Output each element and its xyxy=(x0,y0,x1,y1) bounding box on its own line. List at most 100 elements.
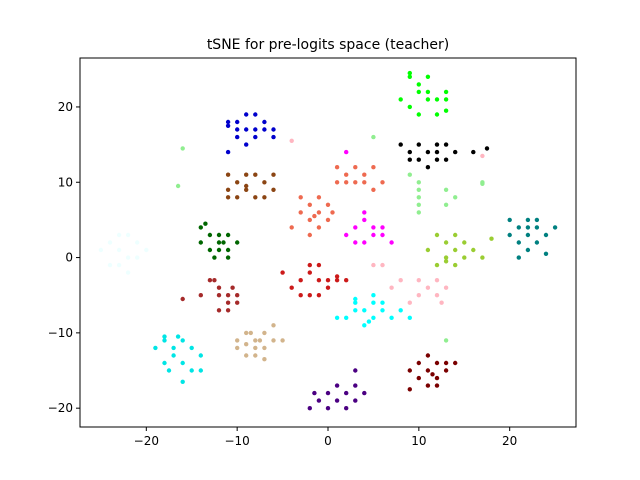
data-point xyxy=(407,104,412,110)
data-point xyxy=(198,225,203,230)
data-point xyxy=(175,183,181,189)
data-point xyxy=(416,142,421,147)
data-point xyxy=(298,293,303,298)
data-point xyxy=(371,300,376,305)
data-point xyxy=(380,308,385,313)
data-point xyxy=(189,345,194,351)
data-point xyxy=(171,345,176,351)
data-point xyxy=(344,278,349,283)
data-point xyxy=(362,217,367,223)
data-point xyxy=(334,278,340,283)
data-point xyxy=(362,210,367,215)
data-point xyxy=(180,146,185,151)
data-point xyxy=(443,368,449,373)
data-point xyxy=(244,187,249,192)
data-point xyxy=(398,278,403,283)
data-point xyxy=(216,240,222,245)
data-point xyxy=(244,142,249,147)
data-point xyxy=(443,97,449,102)
data-point xyxy=(235,180,240,185)
y-tick-label: 10 xyxy=(58,175,73,189)
data-point xyxy=(162,334,167,339)
data-point xyxy=(416,278,421,283)
data-point xyxy=(353,308,358,313)
data-point xyxy=(407,315,412,320)
data-point xyxy=(198,293,203,298)
data-point xyxy=(462,240,467,245)
data-point xyxy=(552,225,558,230)
data-point xyxy=(434,157,440,162)
data-point xyxy=(298,210,303,215)
data-point xyxy=(425,149,431,155)
data-point xyxy=(162,338,167,343)
data-point xyxy=(307,406,312,411)
data-point xyxy=(344,172,349,177)
data-point xyxy=(334,398,340,403)
data-point xyxy=(316,225,322,230)
data-point xyxy=(425,97,431,102)
data-point xyxy=(334,180,340,185)
data-point xyxy=(334,274,340,279)
data-point xyxy=(244,342,249,347)
data-point xyxy=(534,217,540,223)
data-point xyxy=(407,157,412,162)
data-point xyxy=(371,225,376,230)
data-point xyxy=(380,300,385,305)
data-point xyxy=(298,195,303,200)
data-point xyxy=(443,108,449,113)
data-point xyxy=(316,262,322,268)
data-point xyxy=(235,127,240,132)
data-point xyxy=(216,232,222,238)
data-point xyxy=(443,187,449,192)
data-point xyxy=(534,240,540,245)
data-point xyxy=(316,195,322,200)
data-point xyxy=(225,255,231,260)
data-point xyxy=(416,180,421,185)
data-point xyxy=(380,180,385,185)
data-point xyxy=(407,368,412,373)
data-point xyxy=(271,127,276,132)
data-point xyxy=(307,293,312,298)
y-tick-label: −20 xyxy=(48,401,73,415)
data-point xyxy=(443,202,449,207)
data-point xyxy=(516,255,521,260)
data-point xyxy=(253,353,258,358)
y-tick-label: −10 xyxy=(48,326,73,340)
data-point xyxy=(434,112,440,117)
data-point xyxy=(262,127,267,132)
data-point xyxy=(353,165,358,170)
data-point xyxy=(175,334,181,339)
data-point xyxy=(407,387,412,392)
data-point xyxy=(434,262,440,268)
axis-ticks: −20 −10 0 10 20 −20 −10 0 10 20 xyxy=(48,100,518,448)
data-point xyxy=(289,225,294,230)
data-point xyxy=(525,225,531,230)
data-point xyxy=(371,187,376,192)
data-point xyxy=(334,165,340,170)
data-point xyxy=(389,285,394,290)
data-point xyxy=(325,202,331,207)
data-point xyxy=(534,225,540,230)
data-point xyxy=(244,183,249,189)
data-point xyxy=(371,165,376,170)
data-point xyxy=(257,338,263,343)
data-point xyxy=(316,293,322,298)
data-point xyxy=(334,315,340,320)
data-point xyxy=(248,330,253,336)
data-point xyxy=(443,255,449,260)
data-point xyxy=(235,119,240,125)
data-point xyxy=(443,360,449,366)
data-point xyxy=(362,172,367,177)
data-point xyxy=(244,330,249,336)
data-point xyxy=(416,82,421,87)
data-point xyxy=(453,262,458,268)
data-point xyxy=(271,172,276,177)
data-point xyxy=(280,338,285,343)
data-point xyxy=(434,383,440,388)
data-point xyxy=(443,157,449,162)
data-point xyxy=(307,232,312,238)
data-point xyxy=(312,213,317,219)
data-point xyxy=(543,232,549,238)
x-tick-label: 0 xyxy=(324,434,332,448)
data-point xyxy=(166,368,172,373)
